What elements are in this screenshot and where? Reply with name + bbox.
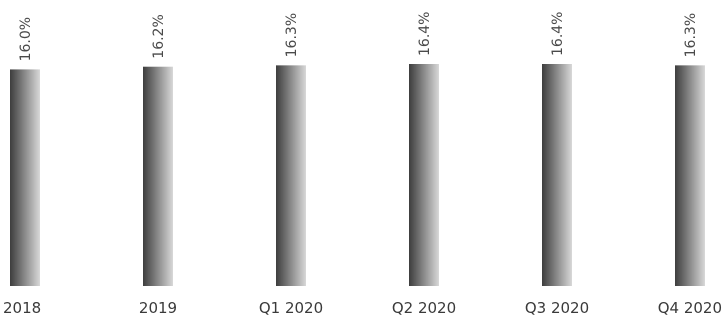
category-labels-group: 2018 2019 Q1 2020 Q2 2020 Q3 2020 Q4 2020 (3, 299, 722, 317)
value-label: 16.4% (417, 12, 433, 56)
bar-q3-2020 (542, 64, 572, 286)
bar-2019 (143, 66, 173, 287)
category-label: 2018 (3, 299, 41, 317)
bar-q1-2020 (276, 65, 306, 286)
value-label: 16.3% (284, 13, 300, 57)
bar-q4-2020 (675, 65, 705, 286)
bar-q2-2020 (409, 64, 439, 286)
value-label: 16.4% (550, 12, 566, 56)
category-label: Q1 2020 (259, 299, 323, 317)
bar-2018 (10, 69, 40, 286)
value-label: 16.0% (18, 17, 34, 61)
value-label: 16.3% (683, 13, 699, 57)
category-label: Q3 2020 (525, 299, 589, 317)
bars-group (10, 64, 705, 287)
value-labels-group: 16.0% 16.2% 16.3% 16.4% 16.4% 16.3% (18, 12, 699, 62)
value-label: 16.2% (151, 14, 167, 58)
category-label: Q2 2020 (392, 299, 456, 317)
category-label: 2019 (139, 299, 177, 317)
category-label: Q4 2020 (658, 299, 722, 317)
